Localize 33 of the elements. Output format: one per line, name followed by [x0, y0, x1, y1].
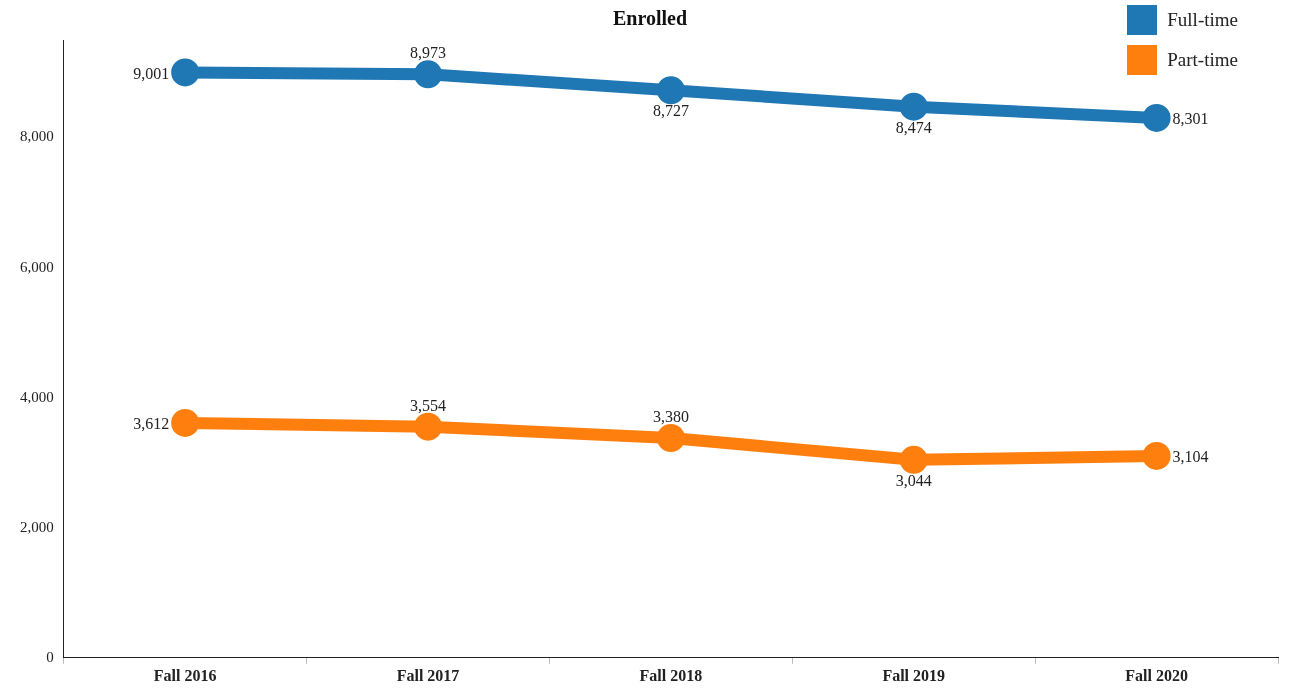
y-tick-label: 8,000 [20, 128, 54, 145]
point [1142, 441, 1171, 470]
point [171, 408, 200, 437]
x-tick-label: Fall 2018 [639, 666, 703, 684]
point [1142, 103, 1171, 132]
point [899, 445, 928, 474]
point [414, 412, 443, 441]
y-tick-label: 2,000 [20, 518, 54, 535]
data-label: 3,380 [652, 408, 689, 426]
data-label: 8,301 [1172, 110, 1209, 128]
data-label: 3,104 [1172, 448, 1209, 466]
data-label: 8,727 [652, 102, 689, 120]
data-label: 8,973 [410, 44, 447, 62]
data-label: 3,044 [895, 472, 932, 490]
legend-label: Part-time [1167, 49, 1238, 71]
y-tick-label: 0 [46, 648, 54, 665]
data-label: 8,474 [895, 118, 932, 136]
point [171, 58, 200, 87]
data-label: 3,554 [410, 396, 447, 414]
y-tick-label: 4,000 [20, 388, 54, 405]
point [656, 423, 685, 452]
legend-label: Full-time [1167, 9, 1238, 31]
chart-title: Enrolled [612, 7, 688, 30]
data-label: 3,612 [133, 415, 170, 433]
point [656, 76, 685, 105]
y-tick-label: 6,000 [20, 258, 54, 275]
x-tick-label: Fall 2019 [882, 666, 946, 684]
x-tick-label: Fall 2016 [153, 666, 217, 684]
x-tick-label: Fall 2020 [1125, 666, 1188, 684]
data-label: 9,001 [133, 64, 170, 82]
point [414, 60, 443, 89]
x-tick-label: Fall 2017 [396, 666, 460, 684]
point [899, 92, 928, 121]
